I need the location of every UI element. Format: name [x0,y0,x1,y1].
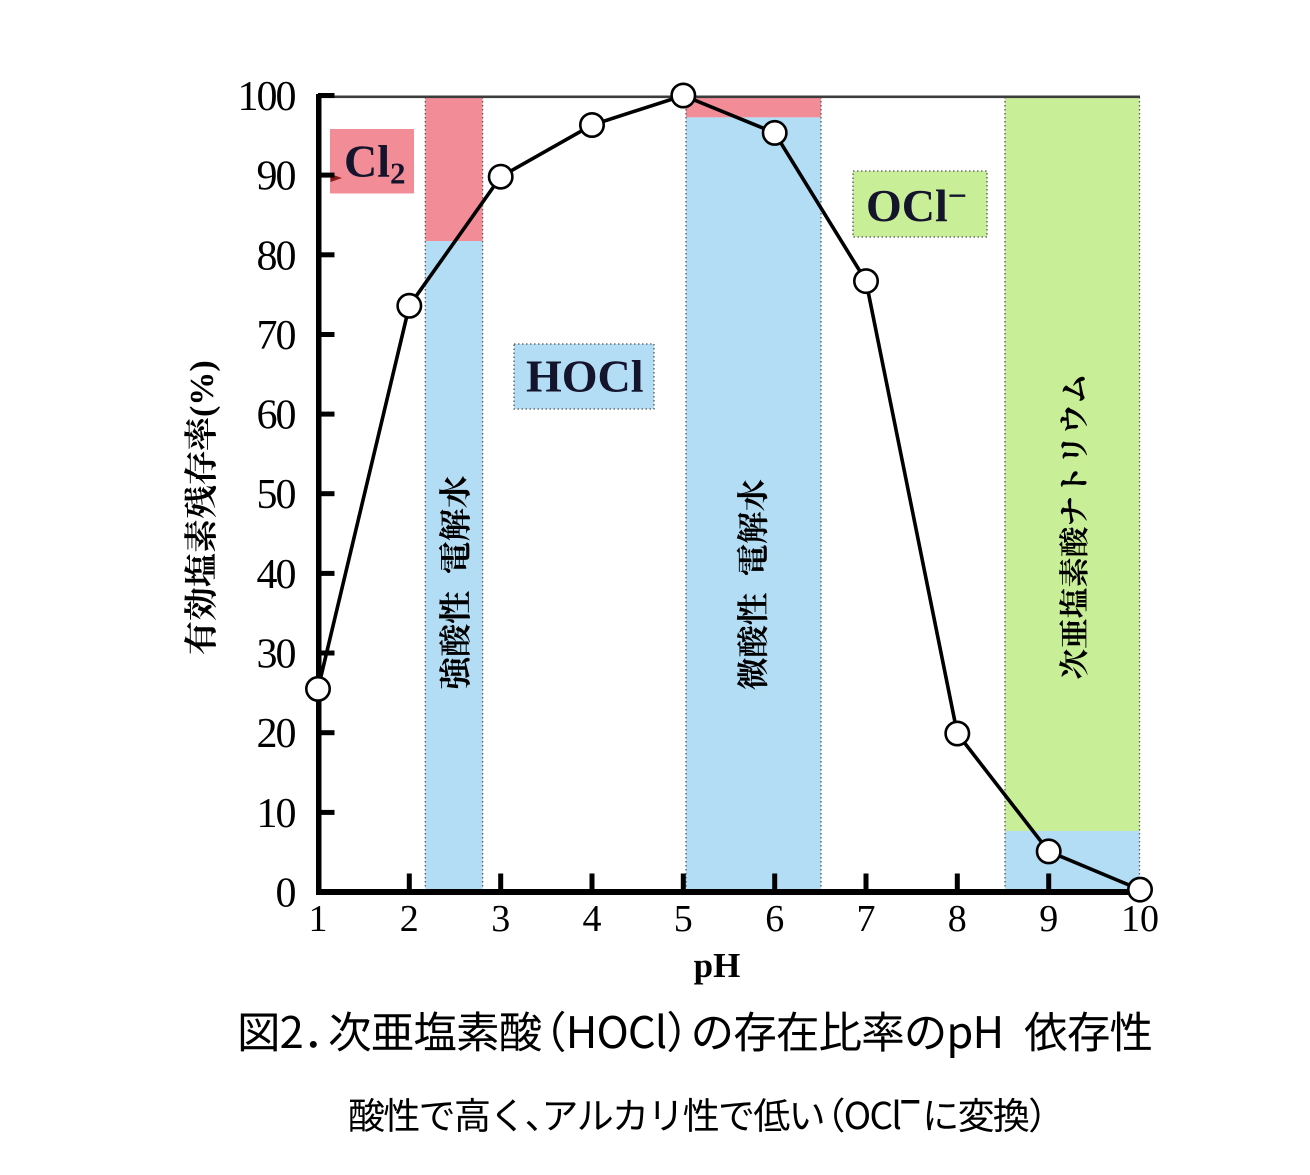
svg-text:70: 70 [257,313,296,359]
svg-text:pH: pH [694,946,741,985]
svg-text:60: 60 [257,393,296,439]
svg-text:6: 6 [765,898,784,940]
svg-text:2: 2 [400,898,419,940]
svg-text:1: 1 [309,898,328,940]
svg-text:0: 0 [276,871,296,917]
svg-text:100: 100 [238,74,296,120]
svg-text:40: 40 [257,552,296,598]
svg-text:20: 20 [257,711,296,757]
svg-text:80: 80 [257,233,296,279]
svg-text:(%): (%) [184,360,221,417]
svg-text:HOCl: HOCl [526,351,644,402]
svg-text:10: 10 [1121,898,1159,940]
svg-text:3: 3 [491,898,510,940]
svg-text:10: 10 [257,791,296,837]
svg-text:30: 30 [257,632,296,678]
svg-text:8: 8 [948,898,967,940]
svg-text:4: 4 [583,898,602,940]
svg-text:7: 7 [857,898,876,940]
svg-text:90: 90 [257,154,296,200]
svg-text:5: 5 [674,898,693,940]
svg-text:50: 50 [257,472,296,518]
svg-text:9: 9 [1039,898,1058,940]
